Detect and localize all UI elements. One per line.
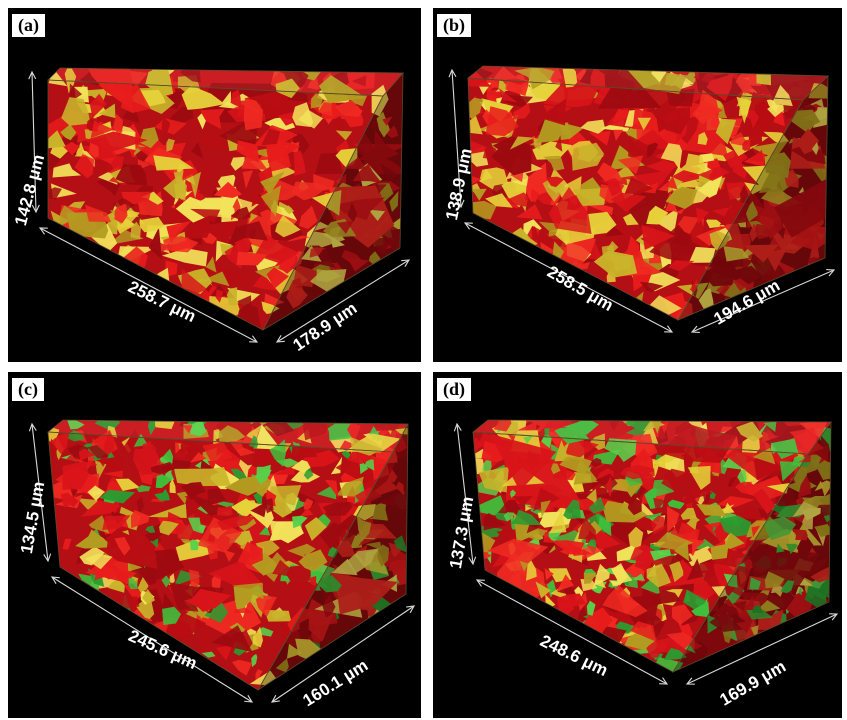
- microstructure-volume: [453, 419, 839, 685]
- panel-label: (d): [437, 378, 471, 401]
- microstructure-volume: [28, 419, 416, 703]
- microstructure-volume: [28, 67, 411, 343]
- panel-label: (c): [12, 378, 44, 401]
- panel-label: (b): [437, 14, 471, 37]
- panel-b: (b) 138.9 μm 258.5 μm 194.6 μm: [433, 8, 842, 362]
- microstructure-volume: [448, 65, 836, 333]
- panel-d: (d) 137.3 μm 248.6 μm 169.9 μm: [433, 372, 842, 718]
- panel-label: (a): [12, 14, 45, 37]
- panel-a: (a) 142.8 μm 258.7 μm 178.9 μm: [8, 8, 421, 362]
- panel-c: (c) 134.5 μm 245.6 μm 160.1 μm: [8, 372, 421, 718]
